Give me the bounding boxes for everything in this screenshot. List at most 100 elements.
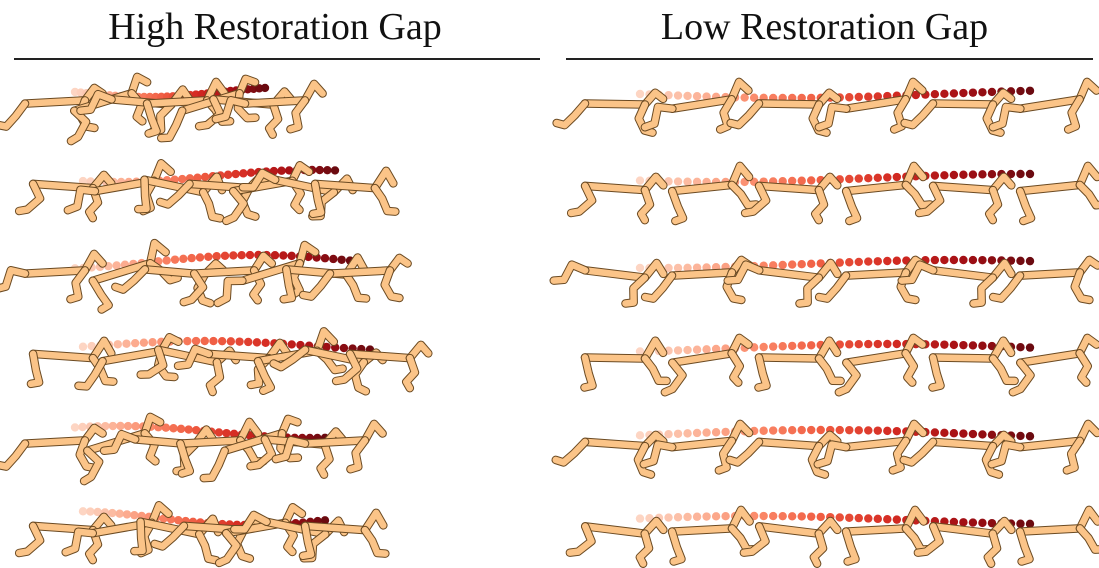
cheetah-pose [740,172,842,225]
trajectory-point [807,341,816,350]
trajectory-point [978,255,987,265]
cheetah-pose [725,430,842,479]
trajectory-point [959,429,968,438]
trajectory-point [184,425,193,434]
trajectory-point [169,424,178,433]
cheetah-pose [813,419,928,475]
trajectory-point [179,254,188,264]
trajectory-point [339,343,349,353]
trajectory-point [807,425,816,435]
cheetah-pose [834,333,927,397]
trajectory-point [284,166,294,175]
trajectory-point [797,425,806,435]
trajectory-point [930,340,940,349]
trajectory-point [845,93,854,102]
cheetah-pose [552,88,668,137]
trajectory-point [892,339,902,349]
trajectory-point [673,177,683,186]
trajectory-point [797,341,806,350]
trajectory-point [161,423,171,432]
cheetah-pose [914,172,1016,225]
trajectory-point [235,337,244,346]
rollout-strips-low [549,77,1099,568]
cheetah-pose [988,77,1099,134]
trajectory-point [978,518,987,528]
trajectory-point [1016,256,1025,266]
trajectory-point [768,511,778,521]
trajectory-point [968,170,978,179]
cheetah-pose [0,423,107,473]
trajectory-point [968,429,978,439]
trajectory-point [673,263,683,273]
trajectory-point [778,511,787,521]
trajectory-point [864,92,873,101]
trajectory-point [673,91,683,100]
cheetah-pose [566,172,668,225]
trajectory-point [635,431,645,440]
trajectory-point [222,428,231,438]
trajectory-point [883,339,892,349]
trajectory-point [683,345,692,355]
trajectory-point [261,338,270,348]
trajectory-point [949,170,959,180]
cheetah-pose [1015,505,1099,566]
trajectory-point [987,87,997,97]
trajectory-point [130,338,140,348]
trajectory-point [968,341,978,350]
trajectory-point [683,512,692,522]
trajectory-point [854,340,863,349]
trajectory-point [949,517,959,527]
trajectory-point [930,171,940,180]
trajectory-point [835,425,844,435]
trajectory-point [78,342,88,351]
trajectory-point [323,165,332,175]
trajectory-point [329,254,338,264]
trajectory-point [1025,86,1035,95]
cheetah-pose [88,238,182,314]
trajectory-point [692,345,702,354]
trajectory-point [220,251,230,261]
cheetah-pose [211,79,327,134]
cheetah-pose [26,336,118,389]
trajectory-point [287,340,296,349]
trajectory-point [212,252,221,261]
trajectory-point [183,336,192,346]
trajectory-point [807,512,816,521]
trajectory-point [816,259,825,268]
trajectory-point [949,89,959,98]
trajectory-point [930,90,940,99]
trajectory-point [892,426,902,436]
trajectory-point [260,83,270,93]
trajectory-point [673,346,683,355]
trajectory-point [845,174,854,184]
trajectory-point [270,251,280,260]
trajectory-point [711,512,721,521]
trajectory-point [787,176,797,186]
panel-title-high: High Restoration Gap [108,6,442,48]
trajectory-point [978,341,987,350]
cheetah-pose [0,249,107,304]
trajectory-point [108,421,118,431]
trajectory-point [673,513,683,522]
trajectory-point [229,429,239,439]
trajectory-point [279,251,288,260]
trajectory-point [664,429,673,439]
trajectory-point [787,341,797,351]
trajectory-point [204,252,213,261]
trajectory-point [959,170,968,179]
trajectory-point [244,337,253,347]
cheetah-pose [331,340,433,393]
trajectory-point [854,513,863,523]
trajectory-point [1016,431,1025,441]
trajectory-point [1025,256,1035,266]
trajectory-point [86,507,95,516]
trajectory-point [864,426,873,435]
trajectory-point [320,254,330,263]
trajectory-point [854,92,863,102]
trajectory-point [816,425,825,435]
trajectory-point [193,173,202,182]
trajectory-point [845,513,854,522]
trajectory-point [187,253,196,263]
rollout-strips-high [0,72,433,568]
trajectory-point [287,251,296,261]
